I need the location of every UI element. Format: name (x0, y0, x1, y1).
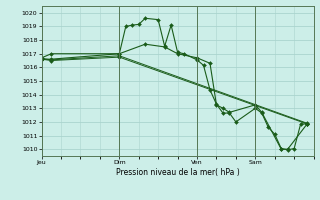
X-axis label: Pression niveau de la mer( hPa ): Pression niveau de la mer( hPa ) (116, 168, 239, 177)
